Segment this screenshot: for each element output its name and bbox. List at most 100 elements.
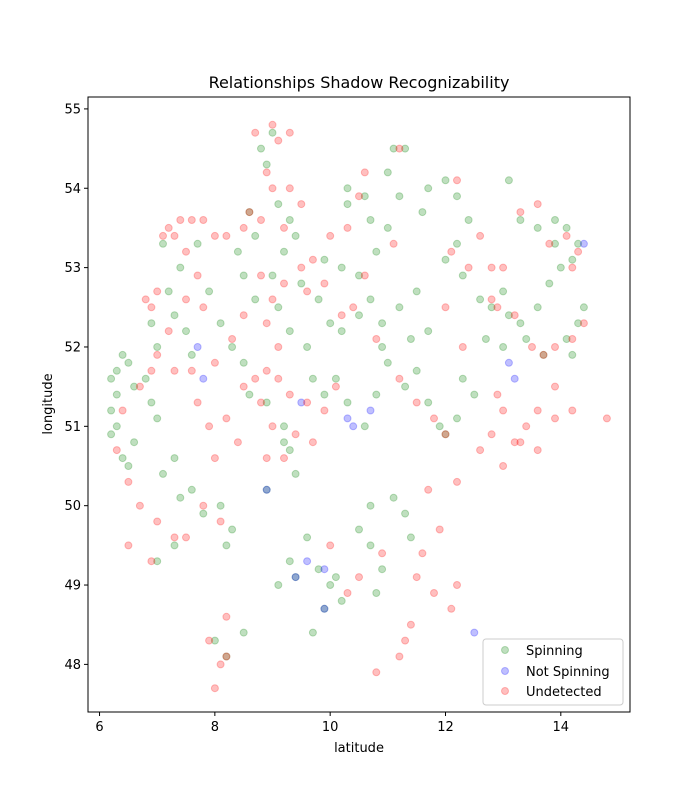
point-undetected — [222, 652, 231, 661]
point-undetected — [493, 303, 502, 312]
point-spinning — [401, 509, 410, 518]
point-spinning — [233, 247, 242, 256]
point-undetected — [170, 366, 179, 375]
point-spinning — [574, 239, 583, 248]
point-undetected — [418, 549, 427, 558]
point-undetected — [199, 501, 208, 510]
point-spinning — [297, 279, 306, 288]
point-spinning — [424, 184, 433, 193]
point-spinning — [280, 438, 288, 447]
point-spinning — [274, 581, 283, 589]
point-spinning — [112, 390, 121, 399]
point-spinning — [239, 358, 248, 367]
point-undetected — [280, 223, 288, 232]
point-spinning — [562, 335, 571, 343]
point-not-spinning — [320, 604, 329, 613]
point-spinning — [107, 374, 116, 383]
point-spinning — [406, 335, 415, 343]
point-undetected — [297, 200, 306, 209]
point-undetected — [551, 382, 559, 391]
point-spinning — [568, 350, 577, 359]
point-spinning — [355, 311, 363, 320]
point-spinning — [291, 573, 300, 582]
point-undetected — [360, 271, 369, 280]
point-spinning — [280, 247, 288, 256]
point-spinning — [533, 223, 542, 232]
point-undetected — [464, 263, 473, 272]
x-tick-label: 8 — [211, 720, 219, 735]
point-undetected — [268, 120, 277, 129]
point-undetected — [159, 231, 167, 240]
point-undetected — [268, 184, 277, 193]
point-spinning — [331, 374, 340, 383]
point-undetected — [124, 477, 133, 486]
point-undetected — [193, 398, 202, 407]
point-spinning — [222, 541, 231, 550]
point-not-spinning — [470, 628, 479, 637]
point-undetected — [274, 343, 283, 351]
point-spinning — [222, 652, 231, 661]
point-undetected — [280, 454, 288, 463]
points-layer — [107, 120, 611, 693]
point-undetected — [401, 636, 410, 645]
point-spinning — [187, 485, 196, 494]
point-spinning — [118, 350, 127, 359]
point-spinning — [176, 493, 185, 502]
legend-marker-undetected — [501, 687, 509, 695]
point-undetected — [199, 216, 208, 224]
point-spinning — [308, 628, 317, 637]
point-spinning — [124, 358, 133, 367]
point-spinning — [153, 343, 162, 351]
point-undetected — [280, 279, 288, 288]
point-spinning — [366, 541, 375, 550]
point-undetected — [268, 422, 277, 431]
point-spinning — [274, 200, 283, 209]
point-spinning — [366, 501, 375, 510]
point-spinning — [285, 557, 294, 566]
point-undetected — [210, 231, 219, 240]
point-undetected — [153, 287, 162, 296]
point-undetected — [522, 422, 531, 431]
point-spinning — [193, 239, 202, 248]
point-undetected — [262, 454, 271, 463]
point-undetected — [199, 303, 208, 312]
point-undetected — [395, 374, 404, 383]
point-undetected — [210, 684, 219, 693]
point-spinning — [314, 565, 323, 574]
point-spinning — [372, 589, 381, 597]
point-undetected — [533, 406, 542, 415]
point-undetected — [533, 446, 542, 455]
point-spinning — [216, 501, 225, 510]
point-undetected — [574, 247, 583, 256]
point-undetected — [355, 192, 363, 201]
y-tick-label: 50 — [64, 499, 81, 514]
point-undetected — [182, 295, 190, 304]
point-not-spinning — [366, 406, 375, 415]
y-axis-label: longitude — [41, 373, 56, 434]
point-undetected — [216, 660, 225, 669]
point-spinning — [389, 493, 398, 502]
point-undetected — [222, 612, 231, 621]
point-spinning — [274, 303, 283, 312]
point-undetected — [447, 247, 456, 256]
point-undetected — [395, 652, 404, 661]
point-undetected — [285, 128, 294, 137]
point-undetected — [164, 327, 173, 336]
point-undetected — [499, 406, 508, 415]
point-spinning — [182, 327, 190, 336]
point-spinning — [418, 208, 427, 217]
point-undetected — [285, 184, 294, 193]
point-spinning — [372, 390, 381, 399]
point-undetected — [153, 517, 162, 526]
point-spinning — [268, 271, 277, 280]
point-spinning — [308, 374, 317, 383]
point-spinning — [337, 596, 346, 605]
point-spinning — [378, 319, 387, 328]
point-spinning — [435, 422, 444, 431]
point-spinning — [401, 144, 410, 153]
point-spinning — [516, 216, 525, 224]
point-undetected — [487, 295, 496, 304]
point-not-spinning — [320, 565, 329, 574]
legend-marker-spinning — [501, 646, 509, 654]
point-undetected — [118, 406, 127, 415]
